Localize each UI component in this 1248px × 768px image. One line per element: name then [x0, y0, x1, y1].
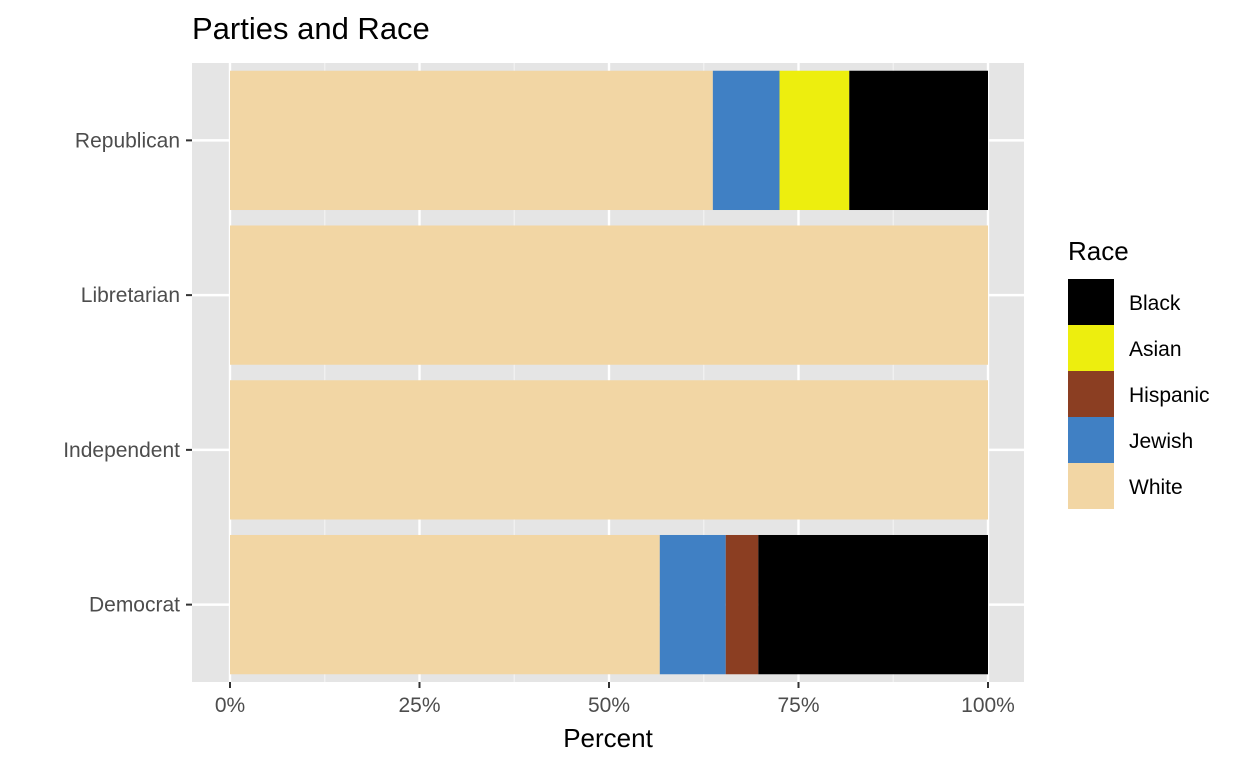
- bar-segment-democrat-jewish: [659, 534, 726, 675]
- bar-segment-republican-black: [849, 70, 988, 211]
- bar-segment-democrat-white: [230, 534, 660, 675]
- y-tick-label: Libretarian: [81, 284, 180, 307]
- legend-title: Race: [1068, 236, 1129, 266]
- bar-segment-democrat-black: [758, 534, 988, 675]
- legend-key-black: [1068, 279, 1114, 325]
- y-tick-label: Independent: [63, 439, 180, 462]
- chart-title: Parties and Race: [192, 11, 430, 46]
- x-axis-title: Percent: [563, 723, 653, 753]
- bar-segment-republican-white: [230, 70, 713, 211]
- legend-label-hispanic: Hispanic: [1129, 384, 1210, 407]
- x-tick-label: 100%: [961, 694, 1015, 717]
- legend: Race Black Asian Hispanic Jewish White: [1068, 236, 1210, 509]
- bar-segment-republican-jewish: [712, 70, 780, 211]
- y-tick-label: Democrat: [89, 594, 180, 617]
- bars: [230, 70, 988, 675]
- bar-segment-democrat-hispanic: [725, 534, 759, 675]
- legend-key-asian: [1068, 325, 1114, 371]
- bar-segment-republican-asian: [779, 70, 850, 211]
- bar-segment-independent-white: [230, 380, 988, 520]
- legend-key-white: [1068, 463, 1114, 509]
- legend-label-black: Black: [1129, 292, 1181, 315]
- legend-key-jewish: [1068, 417, 1114, 463]
- legend-label-white: White: [1129, 476, 1183, 499]
- x-tick-label: 75%: [777, 694, 819, 717]
- bar-segment-libretarian-white: [230, 225, 988, 365]
- y-tick-label: Republican: [75, 129, 180, 152]
- y-axis: Republican Libretarian Independent Democrat: [63, 129, 192, 617]
- x-tick-label: 50%: [588, 694, 630, 717]
- x-axis: 0% 25% 50% 75% 100%: [215, 682, 1015, 717]
- legend-label-jewish: Jewish: [1129, 430, 1193, 453]
- x-tick-label: 0%: [215, 694, 245, 717]
- legend-label-asian: Asian: [1129, 338, 1182, 361]
- x-tick-label: 25%: [398, 694, 440, 717]
- legend-key-hispanic: [1068, 371, 1114, 417]
